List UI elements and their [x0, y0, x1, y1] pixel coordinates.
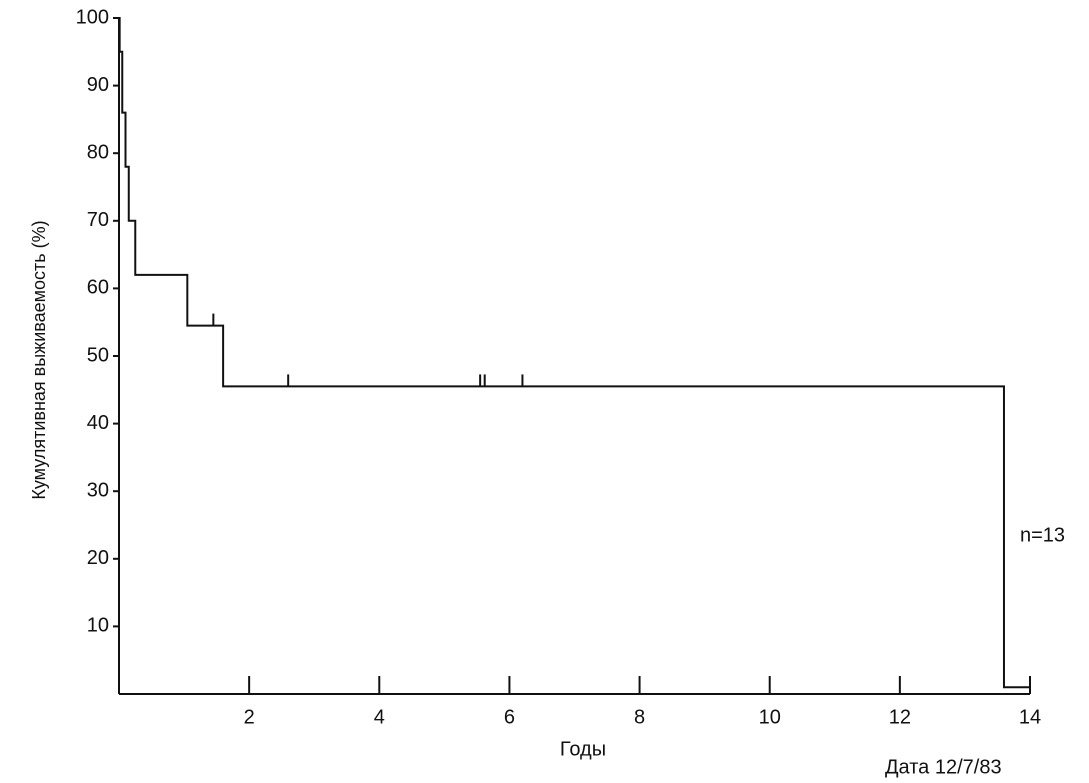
y-tick-label: 10 — [87, 615, 109, 637]
survival-curve — [118, 17, 1030, 689]
y-tick-label: 80 — [87, 141, 109, 163]
x-tick-label: 12 — [889, 706, 911, 728]
x-tick-label: 8 — [634, 706, 645, 728]
y-tick-label: 30 — [87, 479, 109, 501]
annotation: Дата 12/7/83 — [885, 756, 1002, 778]
x-axis-label: Годы — [560, 738, 606, 760]
x-tick-label: 4 — [374, 706, 385, 728]
y-tick-label: 40 — [87, 412, 109, 434]
y-tick-label: 60 — [87, 277, 109, 299]
annotation: n=13 — [1020, 524, 1065, 546]
y-tick-label: 20 — [87, 547, 109, 569]
x-tick-label: 6 — [504, 706, 515, 728]
x-tick-label: 14 — [1019, 706, 1041, 728]
y-tick-label: 70 — [87, 209, 109, 231]
x-tick-label: 10 — [759, 706, 781, 728]
y-tick-label: 90 — [87, 74, 109, 96]
y-tick-label: 50 — [87, 344, 109, 366]
x-tick-label: 2 — [244, 706, 255, 728]
y-tick-label: 100 — [76, 6, 109, 28]
y-axis-label: Кумулятивная выживаемость (%) — [29, 220, 49, 499]
